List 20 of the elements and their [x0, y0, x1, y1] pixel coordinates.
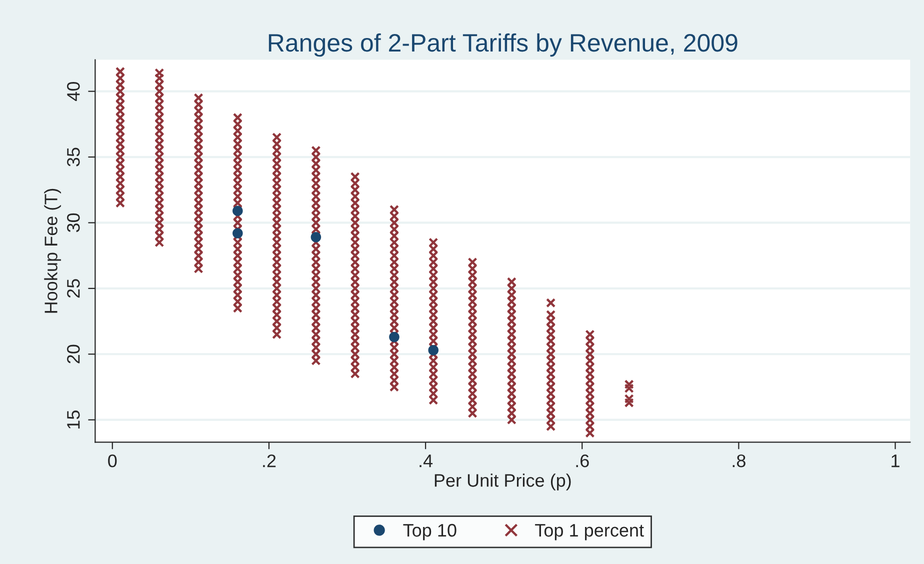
chart-title: Ranges of 2-Part Tariffs by Revenue, 2009 — [268, 33, 738, 57]
point — [232, 228, 243, 238]
x-tick-label: .6 — [576, 454, 589, 468]
x-tick-label: .4 — [420, 454, 433, 468]
x-axis-title: Per Unit Price (p) — [434, 474, 571, 490]
y-tick-label: 30 — [67, 213, 80, 232]
legend-label: Top 10 — [403, 524, 456, 540]
x-tick-label: 0 — [108, 454, 117, 468]
x-tick-label: .2 — [263, 454, 276, 468]
y-tick-label: 15 — [67, 410, 80, 428]
y-tick-label: 20 — [67, 344, 80, 364]
y-tick-label: 40 — [67, 82, 80, 101]
y-tick-label: 25 — [67, 279, 80, 298]
point — [428, 345, 439, 356]
x-tick-label: 1 — [892, 454, 900, 468]
y-tick-label: 35 — [67, 148, 80, 166]
y-axis-title: Hookup Fee (T) — [44, 188, 61, 313]
point — [389, 332, 400, 342]
x-tick-label: .8 — [732, 454, 746, 468]
legend-label: Top 1 percent — [535, 524, 644, 540]
